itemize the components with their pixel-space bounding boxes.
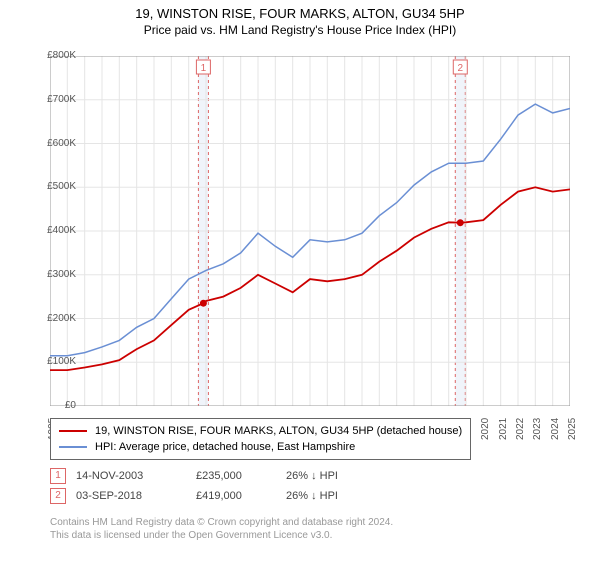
chart-title: 19, WINSTON RISE, FOUR MARKS, ALTON, GU3… (0, 6, 600, 21)
x-tick-label: 2021 (498, 418, 509, 440)
sale-price: £419,000 (196, 490, 286, 502)
y-tick-label: £700K (26, 94, 76, 105)
legend: 19, WINSTON RISE, FOUR MARKS, ALTON, GU3… (50, 418, 471, 460)
chart-area: 12 (50, 56, 570, 406)
legend-swatch (59, 446, 87, 448)
sale-row: 1 14-NOV-2003 £235,000 26% ↓ HPI (50, 466, 386, 486)
x-tick-label: 2025 (567, 418, 578, 440)
y-tick-label: £200K (26, 313, 76, 324)
sale-marker-icon: 2 (50, 488, 66, 504)
sale-date: 14-NOV-2003 (76, 470, 196, 482)
svg-text:2: 2 (457, 63, 463, 74)
chart-subtitle: Price paid vs. HM Land Registry's House … (0, 23, 600, 37)
x-tick-label: 2022 (515, 418, 526, 440)
y-tick-label: £0 (26, 400, 76, 411)
sale-hpi: 26% ↓ HPI (286, 470, 386, 482)
footnote: Contains HM Land Registry data © Crown c… (50, 516, 393, 542)
sale-price: £235,000 (196, 470, 286, 482)
footnote-line: This data is licensed under the Open Gov… (50, 529, 393, 542)
sale-date: 03-SEP-2018 (76, 490, 196, 502)
x-tick-label: 2024 (550, 418, 561, 440)
sales-table: 1 14-NOV-2003 £235,000 26% ↓ HPI 2 03-SE… (50, 466, 386, 506)
y-tick-label: £800K (26, 50, 76, 61)
plot-svg: 12 (50, 56, 570, 406)
y-tick-label: £600K (26, 138, 76, 149)
y-tick-label: £300K (26, 269, 76, 280)
legend-label: 19, WINSTON RISE, FOUR MARKS, ALTON, GU3… (95, 425, 462, 437)
y-tick-label: £500K (26, 181, 76, 192)
sale-row: 2 03-SEP-2018 £419,000 26% ↓ HPI (50, 486, 386, 506)
legend-item: HPI: Average price, detached house, East… (59, 439, 462, 455)
legend-swatch (59, 430, 87, 432)
x-tick-label: 2020 (480, 418, 491, 440)
sale-hpi: 26% ↓ HPI (286, 490, 386, 502)
svg-text:1: 1 (201, 63, 207, 74)
x-tick-label: 2023 (532, 418, 543, 440)
y-tick-label: £100K (26, 356, 76, 367)
y-tick-label: £400K (26, 225, 76, 236)
legend-item: 19, WINSTON RISE, FOUR MARKS, ALTON, GU3… (59, 423, 462, 439)
footnote-line: Contains HM Land Registry data © Crown c… (50, 516, 393, 529)
legend-label: HPI: Average price, detached house, East… (95, 441, 355, 453)
chart-container: 19, WINSTON RISE, FOUR MARKS, ALTON, GU3… (0, 6, 600, 566)
sale-marker-icon: 1 (50, 468, 66, 484)
